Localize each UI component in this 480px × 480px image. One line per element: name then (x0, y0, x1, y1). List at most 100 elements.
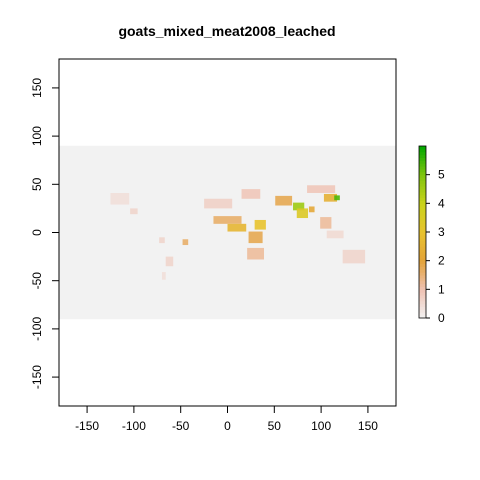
raster-cell (248, 231, 263, 244)
legend-color-step (419, 263, 426, 267)
legend-color-step (419, 209, 426, 213)
legend-color-step (419, 272, 426, 276)
legend-color-step (419, 206, 426, 210)
legend-color-step (419, 163, 426, 167)
legend-tick-label: 2 (438, 254, 445, 268)
legend-color-step (419, 180, 426, 184)
raster-cell (307, 185, 336, 193)
y-tick-label: 100 (30, 126, 44, 146)
legend-color-step (419, 171, 426, 176)
legend-color-step (419, 243, 426, 247)
raster-cell (227, 223, 247, 232)
legend-color-step (419, 277, 426, 282)
legend-color-step (419, 174, 426, 179)
legend-color-step (419, 211, 426, 216)
legend-color-step (419, 315, 426, 319)
legend-tick-label: 0 (438, 311, 445, 325)
legend-color-step (419, 303, 426, 308)
x-tick-label: 100 (311, 419, 331, 433)
legend-tick-label: 1 (438, 282, 445, 296)
legend-color-step (419, 246, 426, 250)
x-tick-label: -150 (75, 419, 99, 433)
legend-color-step (419, 186, 426, 190)
x-tick-label: 50 (268, 419, 282, 433)
legend-color-step (419, 237, 426, 242)
legend-color-step (419, 297, 426, 302)
legend-color-step (419, 286, 426, 290)
legend-color-step (419, 214, 426, 219)
legend-color-step (419, 309, 426, 313)
raster-cell (161, 272, 166, 280)
legend-color-step (419, 232, 426, 236)
legend-color-step (419, 300, 426, 305)
raster-background (59, 145, 396, 320)
legend-color-step (419, 283, 426, 287)
legend-color-step (419, 166, 426, 170)
raster-cell (182, 239, 189, 246)
raster-cell (213, 216, 242, 224)
legend-color-step (419, 295, 426, 299)
legend-color-step (419, 220, 426, 224)
legend-color-step (419, 189, 426, 193)
legend-color-step (419, 249, 426, 253)
raster-cell (308, 206, 315, 213)
legend-color-step (419, 203, 426, 207)
raster-cell (110, 192, 130, 205)
legend-tick-label: 3 (438, 225, 445, 239)
legend-tick-label: 5 (438, 168, 445, 182)
legend-color-step (419, 194, 426, 199)
legend-color-step (419, 240, 426, 244)
raster-cell (296, 208, 309, 219)
legend-color-step (419, 200, 426, 204)
raster-cell (323, 193, 338, 202)
legend-color-step (419, 157, 426, 161)
legend-color-step (419, 217, 426, 222)
raster-cell (254, 219, 266, 230)
raster-cell (241, 189, 261, 199)
legend-color-step (419, 269, 426, 273)
legend-color-step (419, 148, 426, 153)
raster-cell (293, 202, 305, 211)
legend-color-step (419, 154, 426, 158)
raster-cell (204, 198, 233, 209)
x-tick-label: 150 (358, 419, 378, 433)
legend-color-step (419, 226, 426, 230)
y-tick-label: -150 (30, 365, 44, 389)
legend-color-step (419, 289, 426, 293)
legend-tick-label: 4 (438, 196, 445, 210)
legend-color-step (419, 168, 426, 173)
legend-color-step (419, 151, 426, 156)
legend-color-step (419, 257, 426, 262)
color-legend: 0 1 2 3 4 5 (418, 145, 445, 325)
y-axis: -150 -100 -50 0 50 100 150 (30, 78, 60, 389)
legend-color-step (419, 234, 426, 239)
raster-cell (130, 208, 138, 215)
legend-color-step (419, 183, 426, 187)
y-tick-label: 0 (30, 229, 44, 236)
raster-cell (326, 230, 344, 239)
raster-cell (320, 217, 332, 229)
legend-color-step (419, 312, 426, 316)
y-tick-label: 50 (30, 177, 44, 191)
legend-color-step (419, 292, 426, 296)
y-tick-label: -100 (30, 317, 44, 341)
raster-cell (342, 249, 366, 264)
y-tick-label: -50 (30, 272, 44, 290)
legend-color-step (419, 146, 426, 150)
legend-color-step (419, 223, 426, 227)
legend-color-step (419, 252, 426, 256)
raster-cell (334, 195, 340, 201)
chart-title: goats_mixed_meat2008_leached (118, 23, 335, 39)
raster-cell (247, 247, 265, 260)
raster-layer (59, 145, 396, 320)
legend-color-step (419, 229, 426, 233)
legend-color-step (419, 275, 426, 279)
x-tick-label: -50 (172, 419, 190, 433)
y-tick-label: 150 (30, 78, 44, 98)
legend-color-step (419, 254, 426, 259)
legend-color-step (419, 191, 426, 196)
x-tick-label: 0 (224, 419, 231, 433)
x-tick-label: -100 (122, 419, 146, 433)
legend-color-step (419, 160, 426, 164)
